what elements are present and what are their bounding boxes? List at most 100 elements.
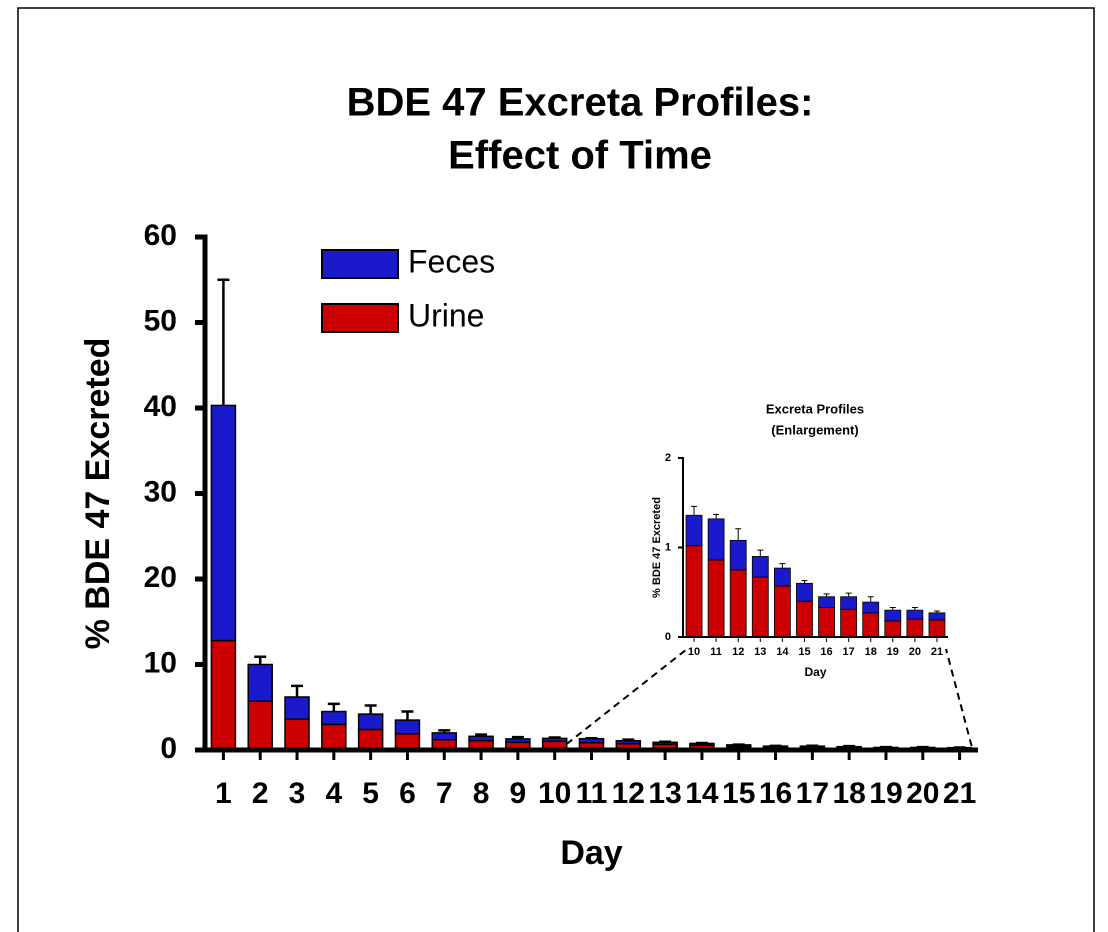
bar-segment (210, 404, 237, 642)
bar-segment (615, 740, 642, 745)
error-bar (779, 563, 786, 569)
x-tick-label: 2 (252, 777, 269, 810)
x-tick-label: 14 (776, 646, 789, 658)
bar-segment (906, 618, 924, 638)
x-tick-label: 17 (796, 777, 829, 810)
y-tick-label: 0 (160, 732, 177, 765)
y-tick-label: 40 (144, 390, 177, 423)
x-tick-label: 21 (943, 777, 976, 810)
bar-segment (729, 539, 747, 571)
y-tick-label: 30 (144, 475, 177, 508)
bar-segment (818, 596, 835, 608)
error-bar (823, 593, 830, 597)
x-tick-label: 9 (510, 777, 527, 810)
bar-segment (321, 723, 347, 751)
error-bar (291, 684, 304, 697)
x-tick-label: 17 (843, 646, 855, 658)
error-bar (364, 704, 377, 715)
y-axis-label: % BDE 47 Excreted (79, 338, 117, 650)
error-bar (217, 278, 230, 406)
bar-segment (773, 567, 791, 587)
y-tick-label: 50 (144, 304, 177, 337)
x-tick-label: 3 (289, 777, 306, 810)
x-tick-label: 13 (648, 777, 681, 810)
x-tick-label: 15 (798, 646, 810, 658)
bar-segment (431, 732, 458, 741)
x-tick-label: 12 (732, 646, 744, 658)
bar-segment (247, 700, 273, 751)
zoom-connector (945, 648, 973, 747)
x-tick-label: 18 (865, 646, 877, 658)
bar-segment (321, 710, 347, 726)
error-bar (327, 702, 340, 712)
bar-segment (685, 514, 703, 547)
zoom-connector (566, 648, 688, 745)
bar-segment (928, 619, 946, 638)
x-tick-label: 19 (887, 646, 899, 658)
legend-swatch (321, 249, 399, 279)
bar-segment (884, 609, 902, 622)
bar-segment (773, 585, 791, 638)
error-bar (254, 655, 267, 665)
error-bar (889, 606, 896, 611)
error-bar (438, 729, 451, 733)
x-tick-label: 16 (759, 777, 792, 810)
bar-segment (906, 609, 924, 620)
chart-title: Effect of Time (448, 134, 712, 178)
x-tick-label: 20 (906, 777, 939, 810)
bar-segment (247, 663, 273, 703)
y-tick-label: 60 (144, 219, 177, 252)
chart-title: BDE 47 Excreta Profiles: (347, 81, 814, 125)
chart-title: (Enlargement) (771, 422, 858, 437)
error-bar (911, 606, 918, 611)
bar-segment (468, 735, 494, 742)
bar-segment (840, 608, 858, 638)
x-tick-label: 19 (869, 777, 902, 810)
x-axis-label: Day (560, 834, 622, 872)
frame (17, 7, 1095, 932)
bar-segment (707, 559, 725, 638)
x-tick-label: 14 (685, 777, 719, 810)
bar-segment (751, 556, 769, 578)
x-tick-label: 10 (688, 646, 700, 658)
error-bar (713, 513, 720, 519)
x-tick-label: 8 (473, 777, 490, 810)
x-tick-label: 10 (538, 777, 571, 810)
error-bar (548, 736, 561, 739)
error-bar (757, 549, 764, 557)
legend-swatch (321, 303, 399, 333)
bar-segment (862, 612, 880, 638)
bar-segment (541, 737, 568, 743)
x-tick-label: 5 (362, 777, 379, 810)
error-bar (659, 740, 672, 743)
bar-segment (707, 518, 725, 561)
x-tick-label: 4 (325, 777, 342, 810)
bar-segment (796, 582, 813, 602)
error-bar (622, 738, 635, 741)
x-tick-label: 13 (754, 646, 766, 658)
x-tick-label: 11 (710, 646, 722, 658)
error-bar (511, 735, 524, 739)
chart-title: Excreta Profiles (766, 401, 864, 416)
bar-segment (796, 600, 813, 638)
bar-segment (284, 696, 310, 720)
x-tick-label: 6 (399, 777, 416, 810)
bar-segment (729, 569, 747, 638)
error-bar (933, 610, 940, 613)
legend-label: Urine (408, 297, 484, 333)
x-tick-label: 12 (612, 777, 645, 810)
x-tick-label: 16 (820, 646, 832, 658)
bar-segment (928, 612, 946, 621)
bar-segment (357, 728, 384, 751)
bar-segment (818, 607, 835, 638)
error-bar (867, 596, 874, 603)
bar-segment (862, 601, 880, 614)
error-bar (691, 505, 698, 516)
x-tick-label: 7 (436, 777, 453, 810)
error-bar (401, 710, 414, 721)
bar-segment (840, 596, 858, 610)
bar-segment (751, 576, 769, 638)
error-bar (801, 580, 808, 584)
y-tick-label: 2 (665, 452, 671, 464)
